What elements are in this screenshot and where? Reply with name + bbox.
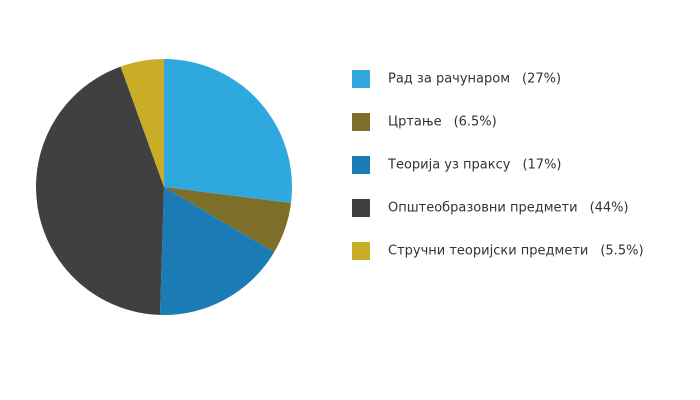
pie-slice <box>120 59 164 187</box>
legend-label: Теорија уз праксу <box>387 158 511 173</box>
legend-label: Стручни теоријски предмети <box>388 244 588 259</box>
legend-value: (5.5%) <box>600 244 643 259</box>
legend-swatch <box>352 156 370 174</box>
pie-slice <box>36 66 164 315</box>
pie-slice <box>164 187 291 253</box>
legend-label: Рад за рачунаром <box>388 72 510 87</box>
pie-slice <box>164 59 292 204</box>
legend-value: (27%) <box>522 72 561 87</box>
legend-label: Општеобразовни предмети <box>388 201 578 216</box>
legend-value: (6.5%) <box>454 115 497 130</box>
legend-swatch <box>352 113 370 131</box>
legend-swatch <box>352 70 370 88</box>
legend-swatch <box>352 242 370 260</box>
legend-value: (44%) <box>590 201 629 216</box>
pie-slice <box>159 187 275 315</box>
legend-label: Цртање <box>388 115 442 130</box>
legend-swatch <box>352 199 370 217</box>
legend-value: (17%) <box>522 158 561 173</box>
